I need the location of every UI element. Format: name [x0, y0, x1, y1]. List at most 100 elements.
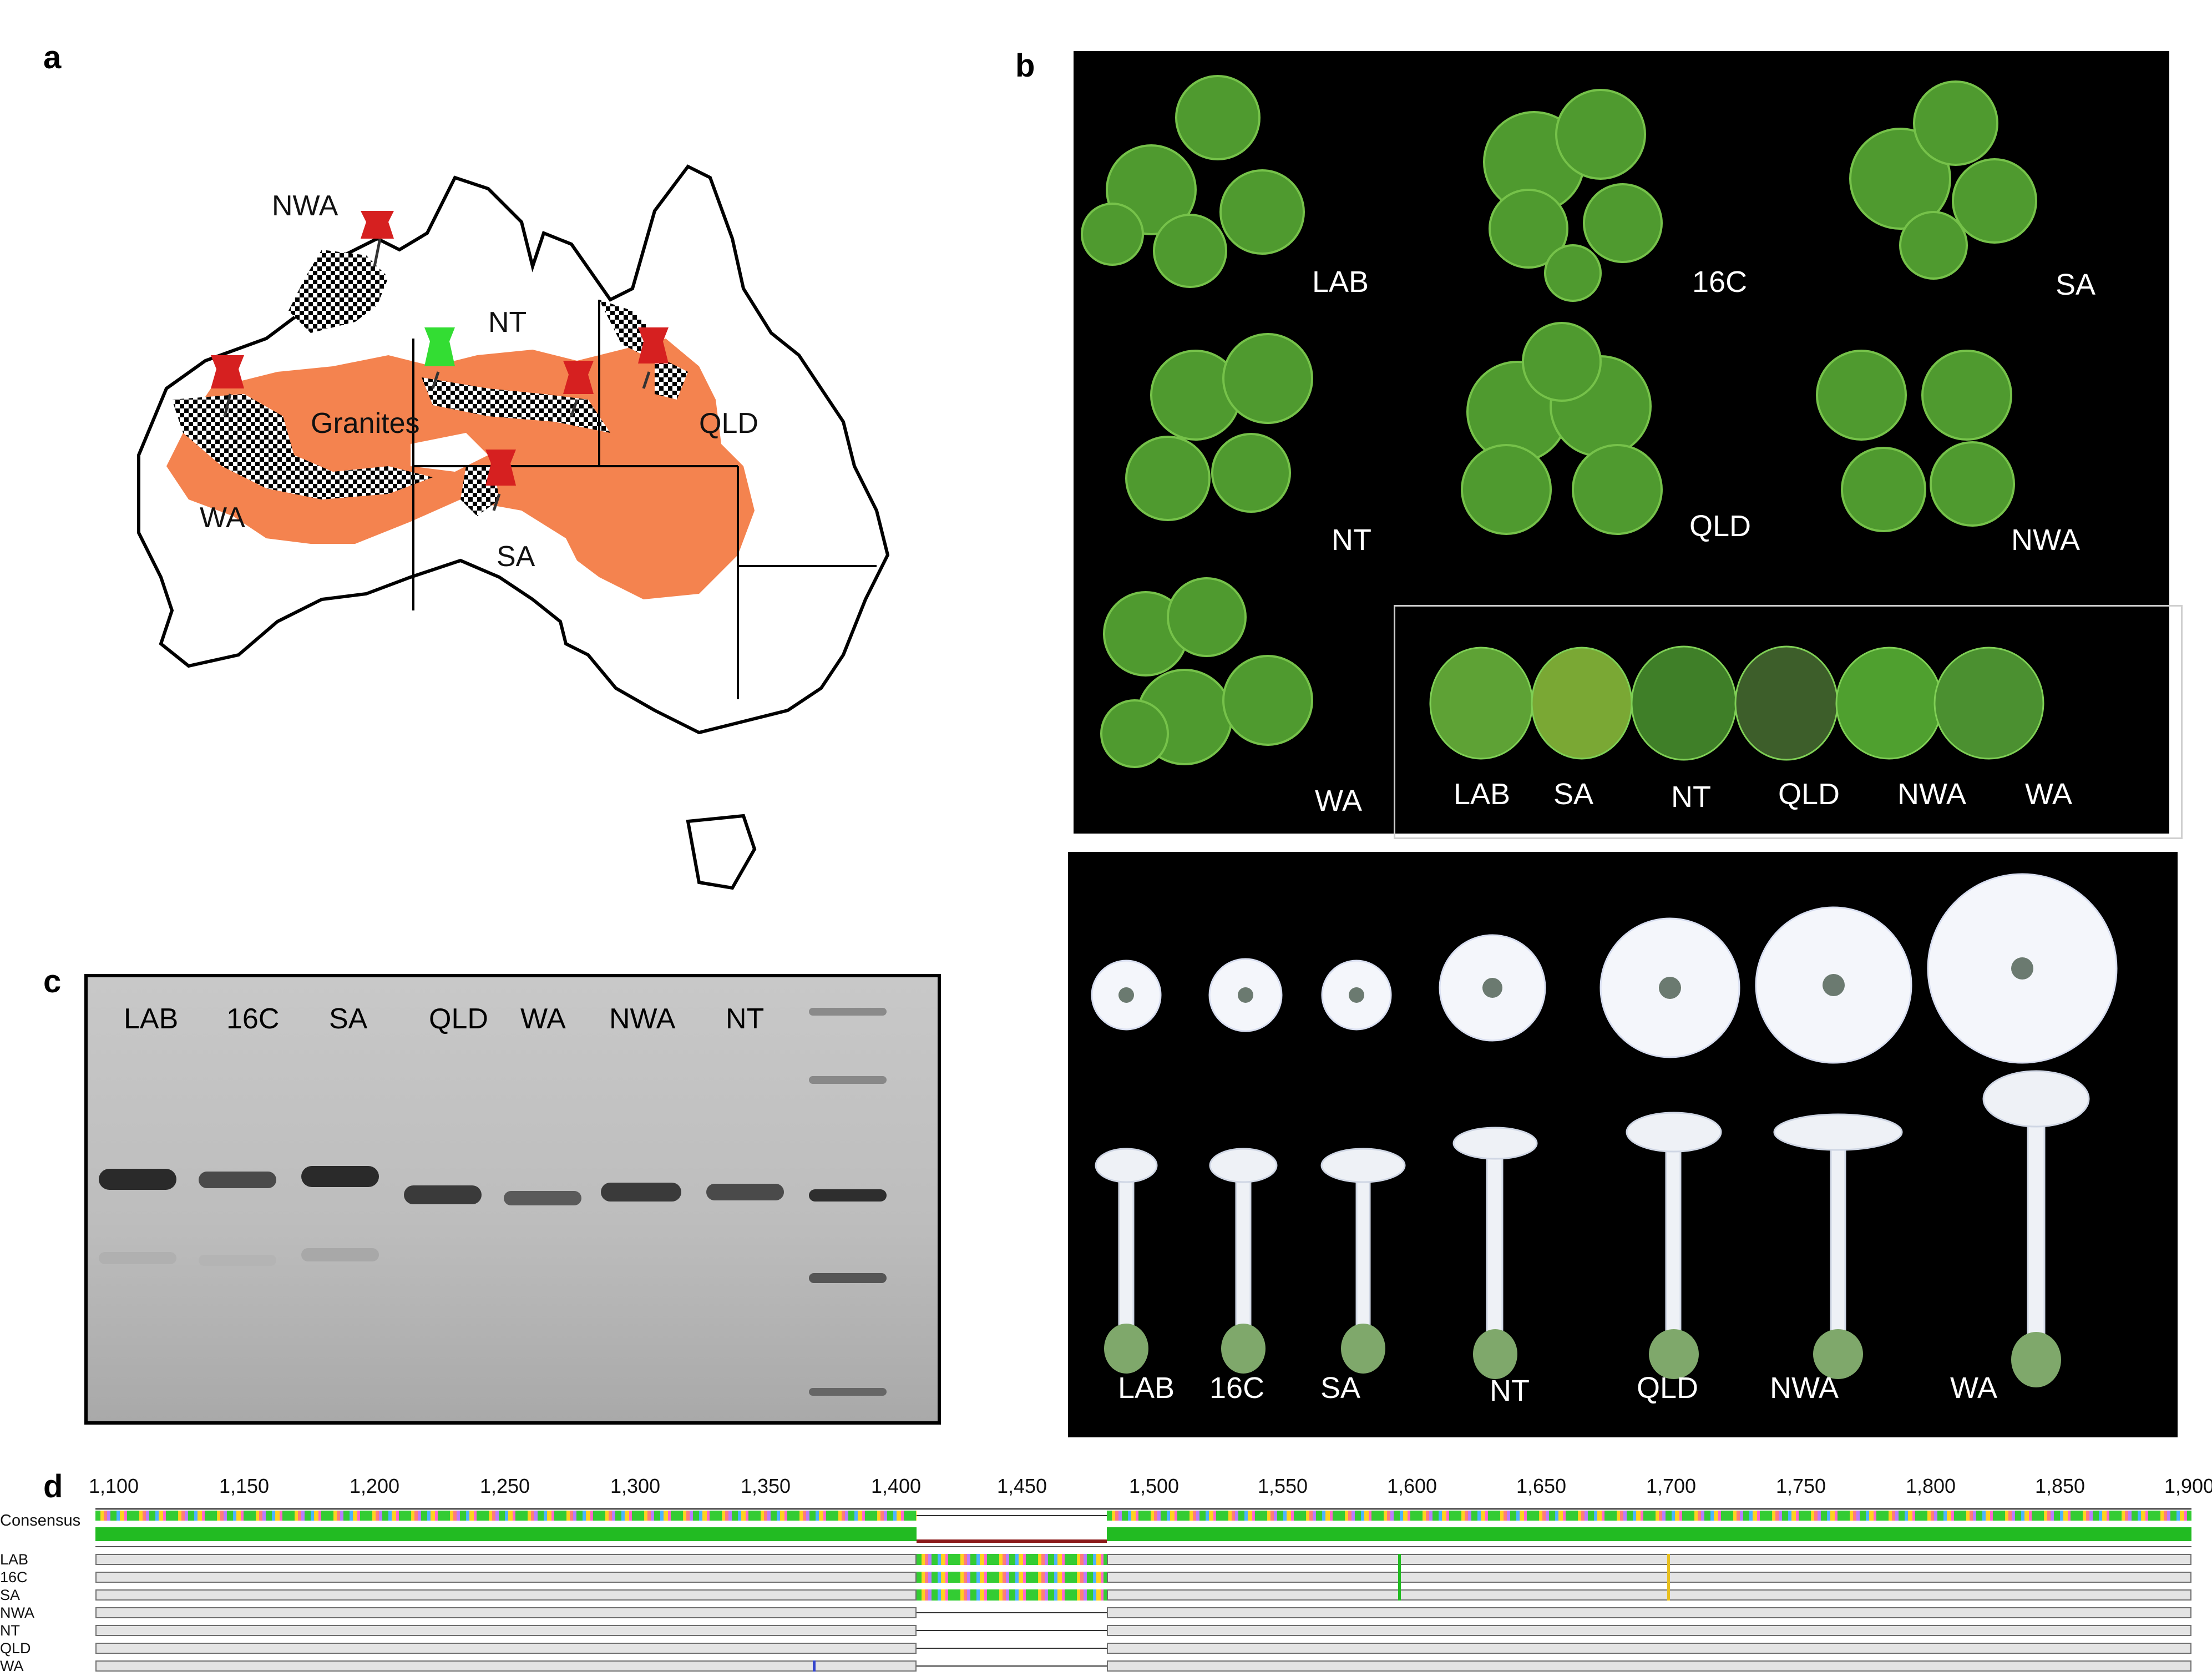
- snp-marker: [1667, 1554, 1670, 1601]
- consensus-sequence: [95, 1511, 917, 1521]
- track-sa: [1107, 1589, 2191, 1601]
- track-nwa: [95, 1607, 917, 1618]
- insertion-16c: [917, 1572, 1107, 1583]
- ruler-label: 1,550: [1257, 1475, 1308, 1497]
- flower-tube-nt: [1452, 1127, 1538, 1364]
- pin-icon-nwa: [361, 211, 394, 267]
- deletion-wa: [917, 1665, 1107, 1667]
- consensus-label: Consensus: [0, 1512, 81, 1529]
- ruler-label: 1,750: [1775, 1475, 1826, 1497]
- identity-bar: [95, 1527, 917, 1541]
- pin-icon-sa: [485, 450, 516, 511]
- band-nwa: [601, 1183, 681, 1202]
- lane-label-lab: LAB: [124, 1003, 179, 1035]
- checker-region-north: [288, 250, 388, 333]
- plant-label-wa: WA: [1315, 784, 1362, 817]
- label-qld: QLD: [699, 407, 758, 440]
- rosette-nwa: [1816, 350, 2015, 532]
- rosette-nt: [1125, 333, 1313, 521]
- panel-a-letter: a: [43, 39, 62, 75]
- lane-label-wa: WA: [520, 1003, 566, 1035]
- identity-gap-bar: [917, 1539, 1107, 1543]
- seq-name-sa: SA: [0, 1587, 21, 1603]
- leaf-label-lab: LAB: [1454, 778, 1511, 811]
- insertion-sa: [917, 1589, 1107, 1601]
- band-nt: [706, 1184, 784, 1200]
- rosette-16c: [1483, 89, 1663, 302]
- track-lab: [95, 1554, 917, 1565]
- ruler-label: 1,400: [870, 1475, 922, 1497]
- plant-label-lab: LAB: [1312, 265, 1369, 299]
- pin-icon-wa: [211, 355, 244, 417]
- consensus-sequence: [1107, 1511, 2191, 1521]
- faint-band-sa: [301, 1248, 379, 1261]
- ruler-label: 1,850: [2034, 1475, 2086, 1497]
- track-wa: [95, 1660, 917, 1672]
- plant-label-nt: NT: [1332, 523, 1371, 557]
- lane-label-sa: SA: [329, 1003, 368, 1035]
- seq-name-wa: WA: [0, 1658, 24, 1674]
- pin-icon-qld: [638, 327, 669, 389]
- gel-image: LAB 16C SA QLD WA NWA NT: [84, 974, 941, 1425]
- ruler-label: 1,900: [2164, 1475, 2212, 1497]
- seq-name-nwa: NWA: [0, 1604, 34, 1621]
- ruler-label: 1,200: [349, 1475, 400, 1497]
- ruler-label: 1,800: [1905, 1475, 1956, 1497]
- flower-label-qld: QLD: [1637, 1371, 1699, 1405]
- faint-band-16c: [199, 1255, 276, 1266]
- ladder-band-1: [809, 1008, 887, 1016]
- lane-label-qld: QLD: [429, 1003, 488, 1035]
- flower-label-wa: WA: [1950, 1371, 1997, 1405]
- lane-label-nt: NT: [726, 1003, 765, 1035]
- plant-label-sa: SA: [2056, 268, 2096, 301]
- band-lab: [99, 1169, 176, 1190]
- band-wa: [504, 1191, 581, 1205]
- ladder-band-3: [809, 1189, 887, 1202]
- band-sa: [301, 1166, 379, 1187]
- label-wa: WA: [200, 502, 245, 534]
- seq-name-lab: LAB: [0, 1551, 29, 1568]
- ruler-label: 1,450: [996, 1475, 1047, 1497]
- separator-line: [95, 1546, 2191, 1547]
- ruler-label: 1,150: [219, 1475, 270, 1497]
- ladder-band-5: [809, 1388, 887, 1396]
- flower-label-sa: SA: [1320, 1371, 1361, 1405]
- label-granites: Granites: [311, 407, 420, 440]
- detached-leaves: [1429, 645, 2044, 761]
- track-nt: [1107, 1625, 2191, 1636]
- ruler-label: 1,600: [1386, 1475, 1437, 1497]
- track-16c: [95, 1572, 917, 1583]
- seq-name-16c: 16C: [0, 1569, 28, 1586]
- track-lab: [1107, 1554, 2191, 1565]
- track-wa: [1107, 1660, 2191, 1672]
- ruler-label: 1,100: [88, 1475, 139, 1497]
- track-sa: [95, 1589, 917, 1601]
- flower-tube-qld: [1626, 1112, 1722, 1364]
- band-16c: [199, 1172, 276, 1188]
- lane-label-16c: 16C: [226, 1003, 280, 1035]
- track-nt: [95, 1625, 917, 1636]
- checker-region-ne: [599, 300, 655, 355]
- band-qld: [404, 1185, 482, 1204]
- leaf-label-sa: SA: [1553, 778, 1594, 811]
- checker-region-qld: [655, 355, 688, 400]
- label-sa: SA: [497, 541, 535, 573]
- panel-d-letter: d: [43, 1468, 63, 1505]
- plant-label-nwa: NWA: [2011, 523, 2080, 557]
- flower-tube-sa: [1320, 1148, 1406, 1358]
- flower-tube-wa: [1982, 1070, 2090, 1369]
- rosette-lab: [1081, 75, 1305, 288]
- pin-icon-nt: [563, 361, 594, 417]
- ladder-band-4: [809, 1273, 887, 1283]
- plant-photo-panel: LAB 16C SA NT QLD NWA WA: [1074, 51, 2169, 834]
- leaf-label-nwa: NWA: [1897, 778, 1966, 811]
- seq-name-nt: NT: [0, 1622, 20, 1639]
- leaf-label-qld: QLD: [1778, 778, 1840, 811]
- identity-bar: [1107, 1527, 2191, 1541]
- track-qld: [95, 1643, 917, 1654]
- ruler-label: 1,300: [610, 1475, 661, 1497]
- panel-c-letter: c: [43, 963, 62, 999]
- track-16c: [1107, 1572, 2191, 1583]
- flower-photo-panel: LAB 16C SA NT QLD NWA WA: [1068, 852, 2178, 1437]
- snp-marker: [1398, 1554, 1401, 1601]
